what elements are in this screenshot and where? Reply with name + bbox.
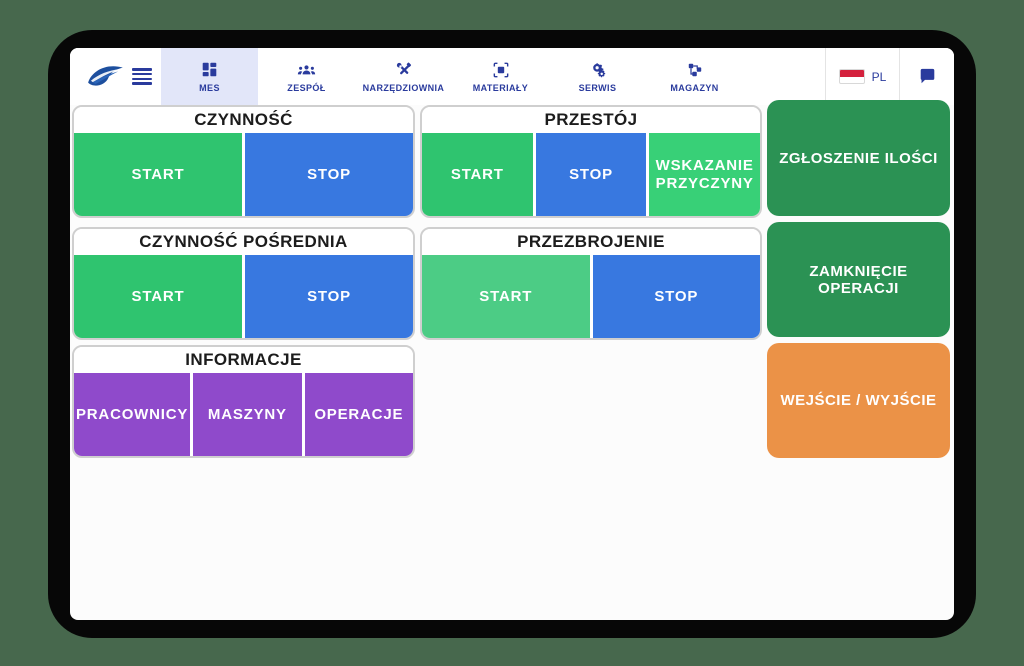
materials-scan-icon [491,61,511,79]
dashboard-icon [200,61,220,79]
przestoj-stop-button[interactable]: STOP [535,133,647,216]
tab-mes[interactable]: MES [161,48,258,105]
panel-przezbrojenie: PRZEZBROJENIE START STOP [420,227,762,340]
tools-icon [394,61,414,79]
tab-materialy-label: MATERIAŁY [472,82,529,93]
panel-informacje-title: INFORMACJE [74,347,413,373]
gears-icon [588,61,608,79]
tab-narzedziownia-label: NARZĘDZIOWNIA [362,82,445,93]
panel-informacje: INFORMACJE PRACOWNICY MASZYNY OPERACJE [72,345,415,458]
zgloszenie-ilosci-button[interactable]: ZGŁOSZENIE ILOŚCI [767,100,950,216]
przestoj-start-button[interactable]: START [422,133,533,216]
brand-swoosh-logo [84,62,126,92]
przezbrojenie-stop-button[interactable]: STOP [592,255,760,338]
language-code: PL [871,69,887,84]
wejscie-wyjscie-button[interactable]: WEJŚCIE / WYJŚCIE [767,343,950,458]
poland-flag-icon [838,69,865,84]
przestoj-wskazanie-przyczyny-button[interactable]: WSKAZANIE PRZYCZYNY [649,133,760,216]
warehouse-flow-icon [685,61,705,79]
panel-przestoj: PRZESTÓJ START STOP WSKAZANIE PRZYCZYNY [420,105,762,218]
top-navbar: MES ZESPÓŁ [70,48,954,105]
przezbrojenie-start-button[interactable]: START [422,255,590,338]
panel-czynnosc-posrednia-title: CZYNNOŚĆ POŚREDNIA [74,229,413,255]
panel-czynnosc: CZYNNOŚĆ START STOP [72,105,415,218]
hamburger-icon[interactable] [132,68,152,85]
informacje-maszyny-button[interactable]: MASZYNY [193,373,302,456]
panel-czynnosc-posrednia: CZYNNOŚĆ POŚREDNIA START STOP [72,227,415,340]
tab-magazyn[interactable]: MAGAZYN [646,48,743,105]
language-selector[interactable]: PL [825,48,899,105]
tab-narzedziownia[interactable]: NARZĘDZIOWNIA [355,48,452,105]
tab-materialy[interactable]: MATERIAŁY [452,48,549,105]
team-icon [297,61,317,79]
tab-zespol-label: ZESPÓŁ [287,82,326,93]
chat-bubble-icon [919,68,936,85]
czynnosc-posrednia-stop-button[interactable]: STOP [245,255,413,338]
chat-button[interactable] [899,48,954,105]
nav-right: PL [825,48,954,105]
informacje-operacje-button[interactable]: OPERACJE [304,373,413,456]
tab-magazyn-label: MAGAZYN [670,82,719,93]
tab-serwis[interactable]: SERWIS [549,48,646,105]
panel-czynnosc-title: CZYNNOŚĆ [74,107,413,133]
informacje-pracownicy-button[interactable]: PRACOWNICY [74,373,191,456]
nav-tabs: MES ZESPÓŁ [161,48,743,105]
zamkniecie-operacji-button[interactable]: ZAMKNIĘCIE OPERACJI [767,222,950,337]
czynnosc-stop-button[interactable]: STOP [245,133,413,216]
czynnosc-posrednia-start-button[interactable]: START [74,255,242,338]
tablet-frame: MES ZESPÓŁ [48,30,976,638]
panel-przestoj-title: PRZESTÓJ [422,107,760,133]
tab-zespol[interactable]: ZESPÓŁ [258,48,355,105]
panel-przezbrojenie-title: PRZEZBROJENIE [422,229,760,255]
app-screen: MES ZESPÓŁ [70,48,954,620]
tab-mes-label: MES [199,82,220,93]
czynnosc-start-button[interactable]: START [74,133,242,216]
tab-serwis-label: SERWIS [578,82,617,93]
